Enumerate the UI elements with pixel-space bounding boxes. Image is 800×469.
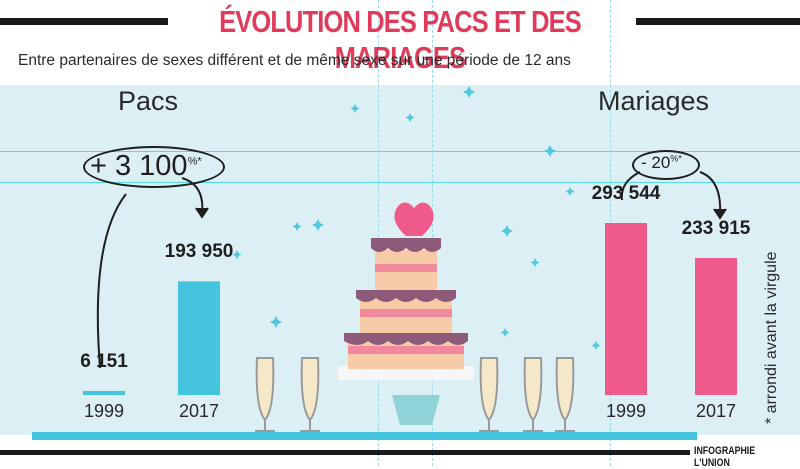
- sparkle-decorations: [232, 86, 601, 369]
- champagne-glass-icon: [300, 357, 320, 432]
- guide-line: [0, 182, 800, 183]
- pacs-bar-2017: [178, 281, 220, 395]
- ground-line: [32, 432, 697, 440]
- pacs-year-label-1999: 1999: [83, 401, 125, 421]
- pacs-section-title: Pacs: [118, 86, 179, 116]
- sparkle-icon: [312, 219, 324, 231]
- mariages-value-label-1999: 293 544: [591, 183, 661, 204]
- mariages-year-label-1999: 1999: [605, 401, 647, 421]
- sparkle-icon: [530, 258, 540, 267]
- champagne-glasses-icon: [255, 357, 575, 432]
- chart-title: ÉVOLUTION DES PACS ET DES MARIAGES: [219, 4, 582, 75]
- sparkle-icon: [405, 113, 415, 122]
- heart-icon: [394, 202, 434, 236]
- mariages-change-value: - 20: [641, 153, 671, 172]
- credit-text: INFOGRAPHIE L'UNION: [694, 445, 756, 469]
- sparkle-icon: [350, 104, 360, 113]
- chart-subtitle: Entre partenaires de sexes différent et …: [18, 52, 571, 69]
- pacs-change-value: + 3 100: [90, 150, 188, 182]
- champagne-glass-icon: [523, 357, 543, 432]
- mariages-value-label-2017: 233 915: [681, 217, 751, 239]
- title-rule-right: [636, 18, 800, 25]
- mariages-change-label: - 20%*: [641, 153, 682, 173]
- pacs-connector-line: [96, 193, 127, 369]
- sparkle-icon: [544, 145, 556, 157]
- sparkle-icon: [501, 225, 513, 237]
- mariages-arrowhead-icon: [713, 208, 727, 220]
- champagne-glass-icon: [255, 357, 275, 432]
- mariages-arrow: [699, 171, 722, 216]
- sparkle-icon: [463, 86, 475, 98]
- mariages-change-pill: [632, 150, 700, 180]
- mariages-year-label-2017: 2017: [695, 401, 737, 421]
- champagne-glass-icon: [479, 357, 499, 432]
- bars-group: [83, 223, 737, 395]
- sparkle-icon: [500, 328, 510, 337]
- mariages-bar-1999: [605, 223, 647, 395]
- trend-arrows: [96, 171, 727, 369]
- champagne-glass-icon: [555, 357, 575, 432]
- pacs-value-label-1999: 6 151: [80, 351, 128, 372]
- pacs-change-label: + 3 100%*: [90, 150, 202, 183]
- mariages-section-title: Mariages: [598, 86, 710, 116]
- pacs-value-label-2017: 193 950: [164, 241, 234, 263]
- mariages-connector-line: [620, 171, 641, 201]
- mariages-bar-2017: [695, 257, 737, 395]
- pacs-bar-1999: [83, 391, 125, 395]
- sparkle-icon: [292, 222, 302, 231]
- pacs-change-suffix: %*: [187, 155, 202, 168]
- sparkle-icon: [270, 316, 282, 328]
- guide-line: [378, 0, 380, 466]
- footer-rule: [0, 450, 690, 455]
- guide-line: [0, 151, 800, 152]
- pacs-year-label-2017: 2017: [178, 401, 220, 421]
- guide-line: [432, 0, 434, 466]
- sparkle-icon: [591, 341, 601, 350]
- footnote-text: * arrondi avant la virgule: [763, 251, 780, 424]
- sparkle-icon: [565, 187, 575, 196]
- sparkle-icon: [232, 250, 242, 259]
- wedding-cake-icon: [338, 202, 474, 425]
- pacs-arrowhead-icon: [195, 207, 209, 219]
- mariages-change-suffix: %*: [670, 153, 682, 164]
- title-rule-left: [0, 18, 168, 25]
- pacs-change-pill: [83, 146, 225, 188]
